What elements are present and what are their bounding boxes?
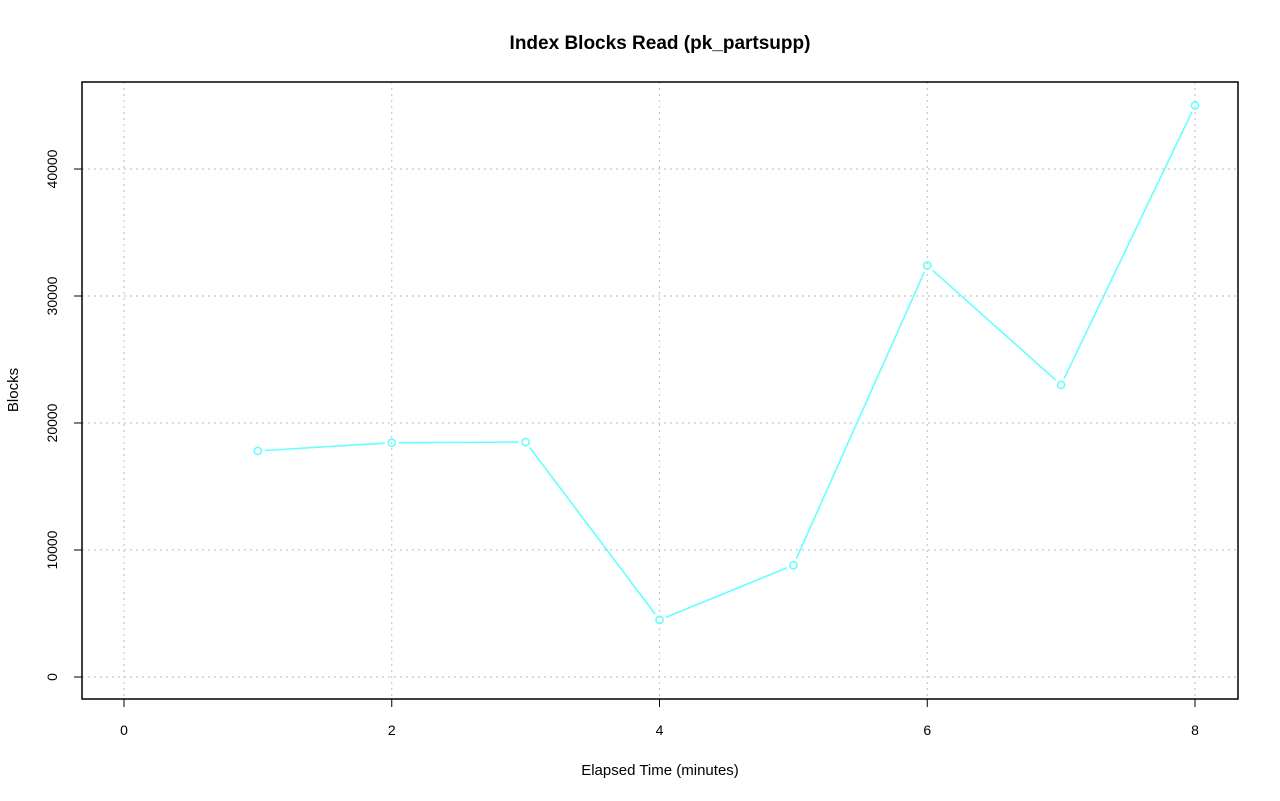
x-tick-label: 2	[388, 722, 396, 738]
data-point	[253, 446, 263, 456]
x-tick-label: 6	[923, 722, 931, 738]
grid	[82, 82, 1238, 699]
y-axis-label: Blocks	[5, 368, 22, 412]
series-line-segment	[665, 567, 788, 618]
data-point	[788, 560, 798, 570]
x-tick-label: 8	[1191, 722, 1199, 738]
series-line-segment	[264, 442, 385, 452]
data-point	[1056, 380, 1066, 390]
data-point	[521, 437, 531, 447]
series-line-segment	[931, 269, 1057, 381]
plot-frame	[81, 81, 1239, 700]
y-tick-label: 40000	[44, 149, 60, 188]
y-tick-label: 10000	[44, 530, 60, 569]
y-tick-label: 30000	[44, 276, 60, 315]
y-tick-label: 0	[44, 673, 60, 681]
x-tick-label: 0	[120, 722, 128, 738]
x-axis-label: Elapsed Time (minutes)	[581, 762, 739, 779]
data-point	[387, 438, 397, 448]
data-point	[922, 261, 932, 270]
series-line-segment	[398, 441, 519, 444]
series-layer	[253, 101, 1200, 625]
x-tick-label: 4	[656, 722, 664, 738]
series-line-segment	[529, 447, 656, 615]
chart-title: Index Blocks Read (pk_partsupp)	[510, 33, 811, 54]
x-axis: 0 2 4 6 8	[120, 699, 1199, 738]
y-tick-label: 20000	[44, 403, 60, 442]
y-axis: 0 10000 20000 30000 40000	[44, 149, 82, 681]
series-line-segment	[795, 271, 926, 560]
data-point	[1190, 101, 1200, 110]
series-line-segment	[1063, 111, 1193, 379]
data-point	[655, 615, 664, 625]
